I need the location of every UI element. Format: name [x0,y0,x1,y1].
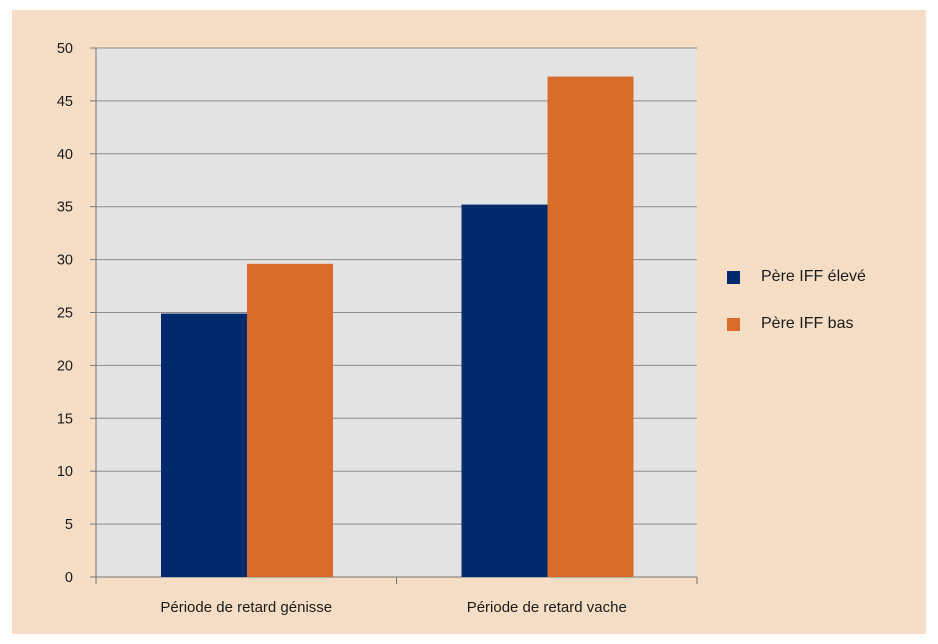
legend-label-series-1: Père IFF élevé [761,268,866,285]
chart-legend: Père IFF élevé Père IFF bas [727,266,917,360]
y-tick-label-0: 0 [65,570,73,586]
bar-2-1 [247,263,333,577]
x-category-label-1: Période de retard génisse [160,599,332,616]
y-tick-label-9: 45 [57,94,73,110]
legend-swatch-series-1 [727,270,740,284]
y-tick-label-7: 35 [57,200,73,216]
x-category-label-2: Période de retard vache [467,599,627,616]
y-tick-label-6: 30 [57,253,73,269]
y-tick-label-2: 10 [57,464,73,480]
legend-swatch-series-2 [727,317,740,331]
y-tick-label-5: 25 [57,306,73,322]
legend-item-series-1: Père IFF élevé [727,266,917,288]
y-tick-label-10: 50 [57,41,73,57]
bar-1-1 [161,313,247,577]
y-tick-label-3: 15 [57,411,73,427]
legend-label-series-2: Père IFF bas [761,315,854,332]
y-tick-label-4: 20 [57,358,73,374]
y-tick-label-1: 5 [65,517,73,533]
bar-1-2 [461,204,548,578]
bar-2-2 [547,76,634,577]
y-tick-label-8: 40 [57,147,73,163]
legend-item-series-2: Père IFF bas [727,313,917,335]
